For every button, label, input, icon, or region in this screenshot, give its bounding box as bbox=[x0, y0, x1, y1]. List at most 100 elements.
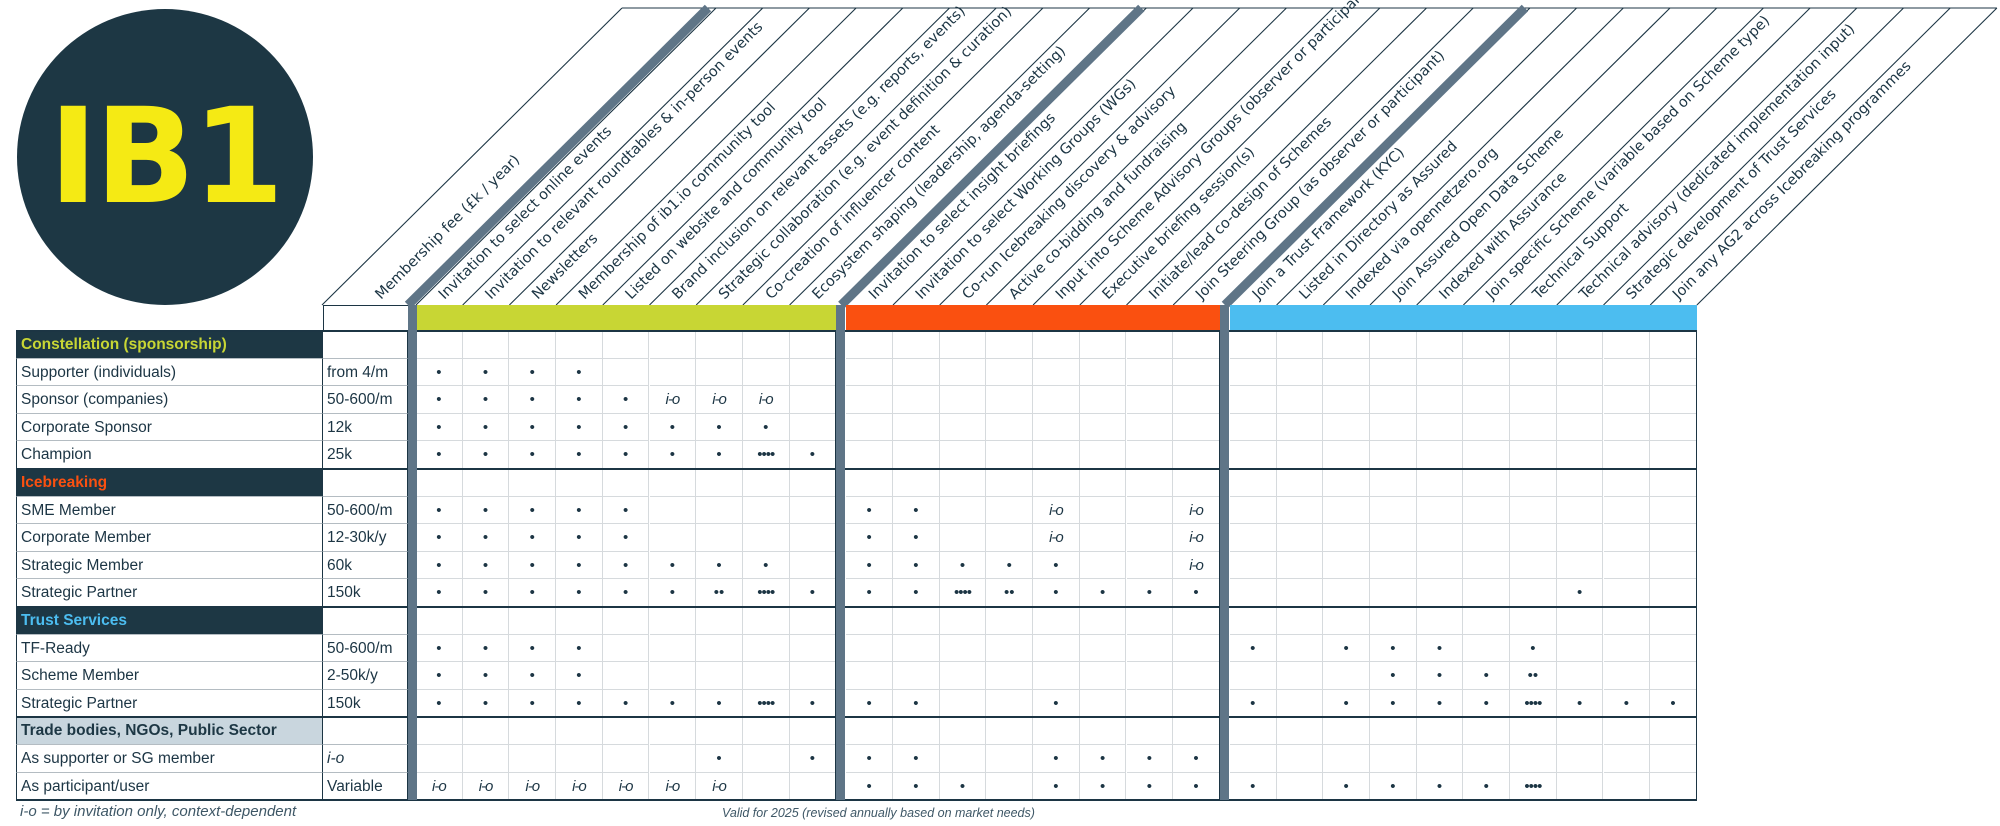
section-spacer-cell bbox=[602, 469, 650, 497]
benefit-cell bbox=[1276, 358, 1324, 387]
benefit-cell bbox=[1173, 358, 1220, 387]
benefit-cell: • bbox=[1079, 579, 1127, 607]
benefit-cell: • bbox=[1229, 634, 1277, 663]
benefit-cell: •••• bbox=[1510, 689, 1557, 718]
benefit-cell bbox=[1463, 579, 1511, 607]
benefit-cell bbox=[1079, 496, 1127, 525]
group-color-bar bbox=[1229, 305, 1697, 331]
benefit-cell: • bbox=[1463, 689, 1511, 718]
benefit-cell bbox=[939, 441, 987, 469]
benefit-cell: • bbox=[416, 358, 463, 387]
benefit-cell bbox=[1173, 386, 1220, 414]
benefit-cell: • bbox=[1033, 745, 1080, 773]
benefit-cell: • bbox=[416, 441, 463, 469]
benefit-cell bbox=[1463, 358, 1511, 387]
benefit-cell: • bbox=[893, 772, 940, 801]
section-border bbox=[16, 468, 1697, 470]
benefit-cell: • bbox=[602, 413, 650, 442]
section-spacer-cell bbox=[696, 607, 743, 635]
benefit-cell bbox=[1276, 524, 1324, 552]
benefit-cell bbox=[939, 358, 987, 387]
benefit-cell bbox=[1510, 358, 1557, 387]
benefit-cell: • bbox=[556, 496, 603, 525]
logo-text: IB1 bbox=[48, 80, 285, 234]
benefit-cell: • bbox=[462, 524, 510, 552]
section-spacer-cell bbox=[556, 331, 603, 359]
header-col-line bbox=[1696, 7, 1998, 306]
section-spacer-cell bbox=[1173, 331, 1220, 359]
section-spacer-cell bbox=[509, 469, 557, 497]
benefit-cell bbox=[1276, 441, 1324, 469]
tier-fee: 60k bbox=[323, 551, 408, 580]
benefit-cell bbox=[1416, 441, 1464, 469]
benefit-cell bbox=[1033, 634, 1080, 663]
benefit-cell: i-o bbox=[1033, 496, 1080, 525]
benefit-cell bbox=[1079, 634, 1127, 663]
section-spacer-cell bbox=[509, 607, 557, 635]
benefit-cell: • bbox=[649, 551, 697, 580]
header-col-line bbox=[1509, 7, 1811, 306]
section-spacer-cell bbox=[1510, 331, 1557, 359]
benefit-cell bbox=[1173, 441, 1220, 469]
benefit-cell: • bbox=[462, 689, 510, 718]
section-spacer-cell bbox=[1416, 331, 1464, 359]
benefit-cell bbox=[649, 745, 697, 773]
benefit-cell bbox=[1556, 386, 1604, 414]
benefit-cell: • bbox=[742, 551, 790, 580]
benefit-cell bbox=[846, 634, 893, 663]
benefit-cell: • bbox=[462, 551, 510, 580]
header-col-line bbox=[892, 7, 1194, 306]
section-spacer-cell bbox=[742, 469, 790, 497]
benefit-cell bbox=[1229, 662, 1277, 690]
section-spacer-cell bbox=[986, 469, 1034, 497]
section-spacer-cell bbox=[1276, 469, 1324, 497]
section-spacer-cell bbox=[1229, 331, 1277, 359]
benefit-cell: • bbox=[1229, 689, 1277, 718]
benefit-cell bbox=[1276, 386, 1324, 414]
benefit-cell bbox=[1510, 524, 1557, 552]
benefit-cell: • bbox=[1033, 689, 1080, 718]
section-spacer-cell bbox=[462, 331, 510, 359]
tier-label: Strategic Partner bbox=[16, 579, 323, 607]
benefit-cell: • bbox=[789, 689, 837, 718]
benefit-cell: • bbox=[1463, 662, 1511, 690]
benefit-cell: • bbox=[696, 745, 743, 773]
benefit-cell: • bbox=[1416, 662, 1464, 690]
benefit-cell: •••• bbox=[742, 579, 790, 607]
benefit-cell: • bbox=[893, 524, 940, 552]
benefit-cell bbox=[1323, 551, 1370, 580]
header-col-line bbox=[1556, 7, 1858, 306]
section-fee-blank bbox=[323, 607, 408, 635]
tier-label: Strategic Member bbox=[16, 551, 323, 580]
benefit-cell bbox=[1556, 524, 1604, 552]
benefit-cell bbox=[1276, 413, 1324, 442]
benefit-cell bbox=[1650, 413, 1697, 442]
benefit-cell bbox=[1416, 745, 1464, 773]
benefit-cell bbox=[602, 745, 650, 773]
benefit-cell: • bbox=[1463, 772, 1511, 801]
benefit-cell bbox=[1603, 551, 1651, 580]
benefit-cell bbox=[1173, 689, 1220, 718]
section-spacer-cell bbox=[649, 331, 697, 359]
benefit-cell: • bbox=[462, 386, 510, 414]
section-spacer-cell bbox=[986, 607, 1034, 635]
benefit-cell: i-o bbox=[1033, 524, 1080, 552]
section-spacer-cell bbox=[1510, 469, 1557, 497]
benefit-cell bbox=[789, 662, 837, 690]
benefit-cell bbox=[1126, 413, 1174, 442]
benefit-cell bbox=[1126, 441, 1174, 469]
section-spacer-cell bbox=[1603, 607, 1651, 635]
header-col-line bbox=[602, 7, 904, 306]
benefit-cell bbox=[1033, 413, 1080, 442]
benefit-cell bbox=[1323, 413, 1370, 442]
benefit-cell bbox=[649, 524, 697, 552]
benefit-cell bbox=[1603, 772, 1651, 801]
section-spacer-cell bbox=[1323, 607, 1370, 635]
benefit-cell: •••• bbox=[1510, 772, 1557, 801]
section-spacer-cell bbox=[1033, 331, 1080, 359]
benefit-cell: • bbox=[416, 524, 463, 552]
benefit-cell bbox=[416, 745, 463, 773]
benefit-cell bbox=[1510, 579, 1557, 607]
benefit-cell: i-o bbox=[602, 772, 650, 801]
